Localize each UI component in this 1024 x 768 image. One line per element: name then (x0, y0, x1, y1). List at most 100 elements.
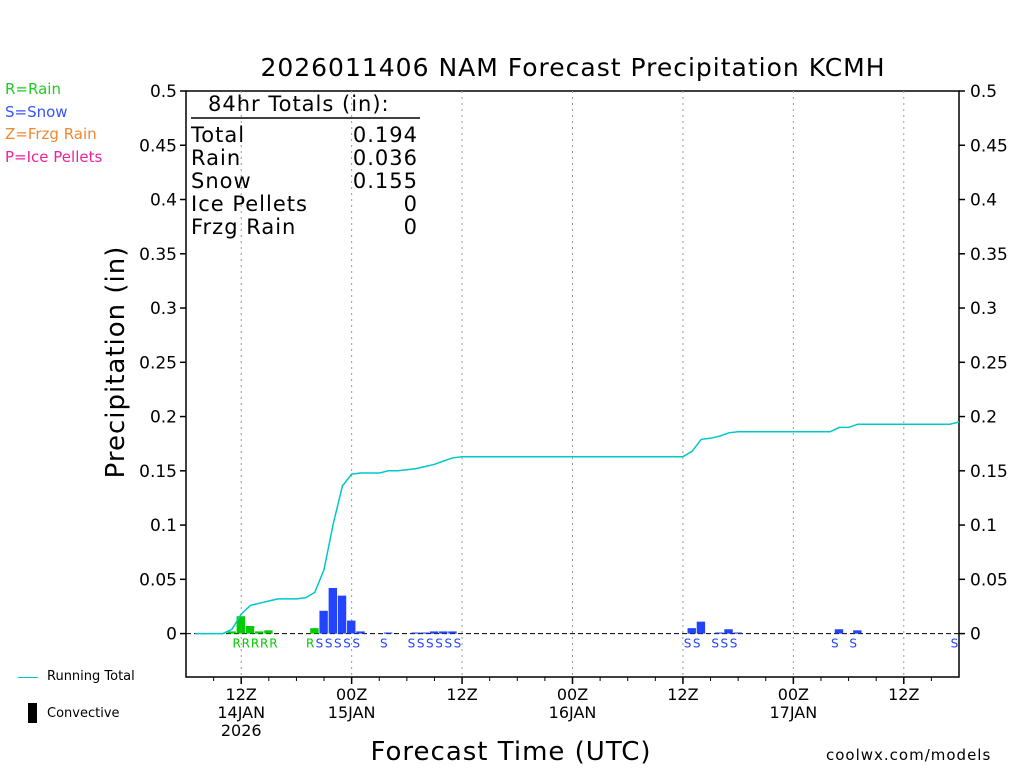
convective-swatch (28, 703, 37, 723)
y-tick-label-right-2: 0.4 (970, 191, 997, 211)
x-tick-label-5-0: 00Z (778, 685, 809, 704)
y-tick-label-left-7: 0.15 (139, 462, 177, 482)
running-total-legend-label: Running Total (47, 669, 135, 684)
type-label-snow-6: S (408, 637, 416, 651)
y-tick-label-right-10: 0 (970, 625, 981, 645)
x-tick-label-1-0: 00Z (336, 685, 367, 704)
bar-snow-14 (724, 629, 733, 634)
type-label-snow-17: S (831, 637, 839, 651)
x-axis-label: Forecast Time (UTC) (370, 737, 651, 767)
type-label-rain-0: R (232, 637, 240, 651)
y-tick-label-right-6: 0.2 (970, 408, 997, 428)
x-tick-label-1-1: 15JAN (328, 703, 376, 722)
chart-title: 2026011406 NAM Forecast Precipitation KC… (260, 53, 885, 82)
type-label-snow-19: S (951, 637, 959, 651)
type-label-snow-7: S (417, 637, 425, 651)
type-label-rain-1: R (242, 637, 250, 651)
type-label-snow-9: S (435, 637, 443, 651)
bar-rain-1 (236, 616, 246, 634)
bar-snow-15 (733, 632, 742, 634)
type-label-snow-11: S (454, 637, 462, 651)
bar-snow-11 (687, 628, 696, 634)
x-tick-label-6-0: 12Z (888, 685, 919, 704)
bar-snow-12 (696, 621, 706, 634)
type-label-rain-5: R (306, 637, 314, 651)
y-tick-label-right-3: 0.35 (970, 245, 1008, 265)
y-tick-label-right-7: 0.15 (970, 462, 1008, 482)
totals-value-1: 0.036 (353, 146, 418, 170)
x-tick-label-0-1: 14JAN (217, 703, 265, 722)
type-label-snow-13: S (693, 637, 701, 651)
type-label-snow-3: S (343, 637, 351, 651)
bar-rain-3 (255, 631, 264, 634)
type-label-rain-3: R (260, 637, 268, 651)
bar-snow-7 (420, 632, 430, 634)
y-tick-label-right-9: 0.05 (970, 570, 1008, 590)
legend-ice-pellets: P=Ice Pellets (5, 148, 103, 166)
type-label-snow-5: S (380, 637, 388, 651)
running-total-line (195, 421, 960, 635)
y-tick-label-left-9: 0.05 (139, 570, 177, 590)
y-tick-label-right-0: 0.5 (970, 82, 997, 102)
legend-rain: R=Rain (5, 80, 61, 98)
x-tick-label-0-2: 2026 (221, 721, 262, 740)
bar-rain-5 (310, 628, 319, 634)
type-label-snow-4: S (352, 637, 360, 651)
y-tick-label-left-0: 0.5 (150, 82, 177, 102)
x-tick-label-2-0: 12Z (446, 685, 477, 704)
running-total-swatch (18, 677, 38, 678)
totals-label-1: Rain (191, 146, 241, 170)
x-tick-label-4-0: 12Z (667, 685, 698, 704)
bar-snow-5 (383, 632, 393, 634)
bar-snow-2 (337, 595, 347, 634)
y-tick-label-right-1: 0.45 (970, 136, 1008, 156)
x-tick-label-3-0: 00Z (557, 685, 588, 704)
type-label-rain-4: R (269, 637, 277, 651)
x-tick-label-3-1: 16JAN (549, 703, 597, 722)
bar-snow-16 (834, 629, 844, 634)
totals-label-3: Ice Pellets (191, 192, 308, 216)
bar-snow-0 (319, 610, 328, 634)
y-tick-label-right-5: 0.25 (970, 353, 1008, 373)
bar-snow-6 (411, 632, 420, 634)
y-tick-label-left-4: 0.3 (150, 299, 177, 319)
bar-rain-0 (227, 631, 236, 634)
bar-snow-1 (328, 588, 338, 634)
bar-snow-13 (715, 632, 724, 634)
y-tick-label-left-8: 0.1 (150, 516, 177, 536)
totals-value-4: 0 (404, 215, 418, 239)
totals-label-4: Frzg Rain (191, 215, 296, 239)
y-tick-label-left-10: 0 (166, 625, 177, 645)
legend-freezing-rain: Z=Frzg Rain (5, 125, 97, 143)
totals-label-2: Snow (191, 169, 252, 193)
type-label-snow-2: S (334, 637, 342, 651)
y-tick-label-left-5: 0.25 (139, 353, 177, 373)
totals-label-0: Total (190, 123, 245, 147)
bar-rain-4 (264, 630, 273, 634)
y-tick-label-left-1: 0.45 (139, 136, 177, 156)
legend-snow: S=Snow (5, 103, 68, 121)
type-label-snow-10: S (444, 637, 452, 651)
y-axis-label: Precipitation (in) (101, 246, 131, 479)
totals-value-2: 0.155 (353, 169, 418, 193)
bar-rain-2 (245, 625, 255, 634)
y-tick-label-left-6: 0.2 (150, 408, 177, 428)
bar-snow-10 (448, 631, 457, 634)
bar-snow-3 (347, 620, 356, 634)
type-label-snow-8: S (426, 637, 434, 651)
y-tick-label-right-4: 0.3 (970, 299, 997, 319)
type-label-snow-1: S (325, 637, 333, 651)
type-label-snow-18: S (849, 637, 857, 651)
totals-value-3: 0 (404, 192, 418, 216)
type-label-snow-12: S (684, 637, 692, 651)
totals-heading: 84hr Totals (in): (208, 92, 390, 116)
convective-legend-label: Convective (47, 706, 120, 721)
y-tick-label-left-2: 0.4 (150, 191, 177, 211)
type-label-snow-16: S (730, 637, 738, 651)
totals-value-0: 0.194 (353, 123, 418, 147)
type-label-snow-0: S (316, 637, 324, 651)
x-tick-label-5-1: 17JAN (769, 703, 817, 722)
bar-snow-4 (356, 631, 365, 634)
type-label-snow-15: S (721, 637, 729, 651)
